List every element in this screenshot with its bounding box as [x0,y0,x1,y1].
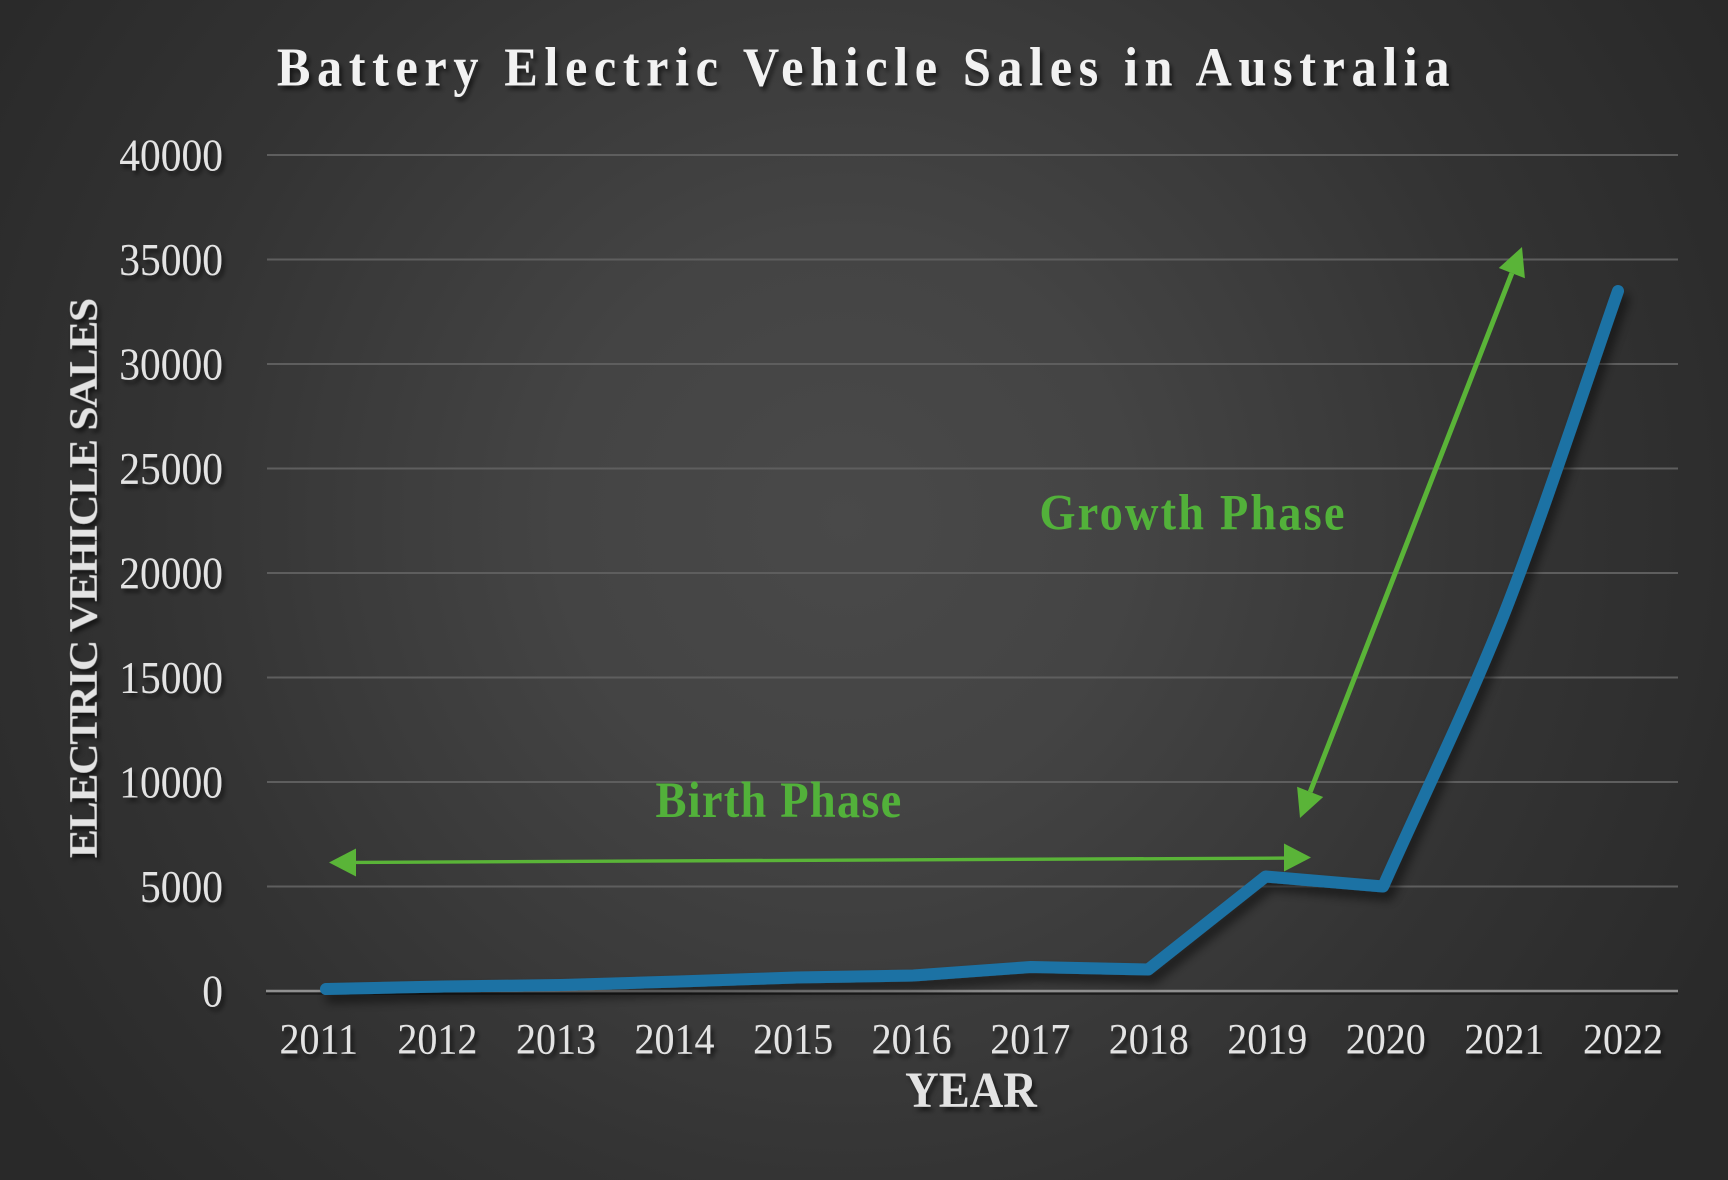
svg-text:2017: 2017 [990,1016,1070,1064]
svg-text:2012: 2012 [397,1016,477,1064]
svg-text:2019: 2019 [1227,1016,1307,1064]
svg-text:2022: 2022 [1583,1016,1663,1064]
svg-text:30000: 30000 [119,340,223,390]
svg-text:2018: 2018 [1109,1016,1189,1064]
svg-text:Growth Phase: Growth Phase [1039,485,1346,541]
svg-text:2021: 2021 [1464,1016,1544,1064]
svg-text:25000: 25000 [119,444,223,494]
svg-text:2013: 2013 [516,1016,596,1064]
svg-text:20000: 20000 [119,549,223,599]
svg-text:2011: 2011 [280,1016,359,1064]
svg-text:2020: 2020 [1346,1016,1426,1064]
svg-text:40000: 40000 [119,131,223,181]
svg-text:35000: 35000 [119,235,223,285]
svg-text:Birth Phase: Birth Phase [656,772,903,828]
svg-text:2014: 2014 [635,1016,715,1064]
svg-text:10000: 10000 [119,758,223,808]
svg-text:0: 0 [202,967,223,1017]
svg-text:2016: 2016 [872,1016,952,1064]
svg-text:5000: 5000 [140,862,223,912]
svg-text:ELECTRIC VEHICLE SALES: ELECTRIC VEHICLE SALES [62,299,106,858]
svg-text:YEAR: YEAR [905,1062,1038,1118]
svg-text:2015: 2015 [753,1016,833,1064]
svg-text:15000: 15000 [119,653,223,703]
svg-text:Battery Electric Vehicle Sales: Battery Electric Vehicle Sales in Austra… [277,38,1456,98]
